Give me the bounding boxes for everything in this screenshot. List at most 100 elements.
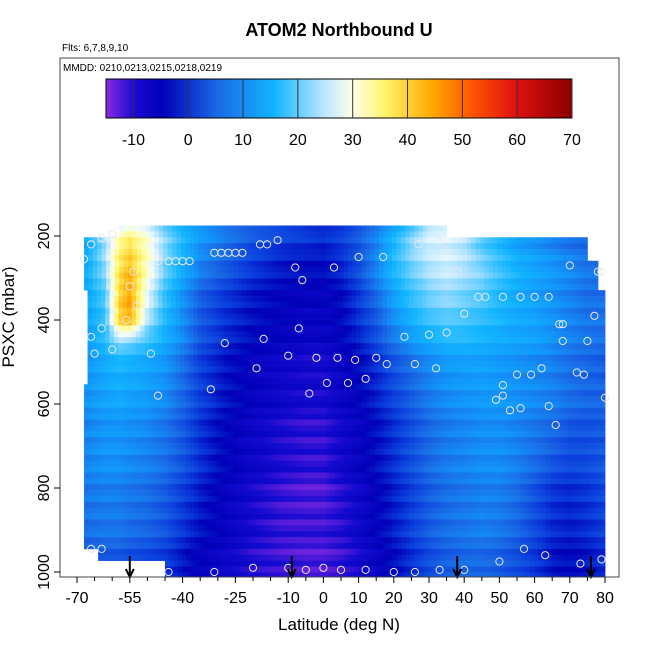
heatmap-cell (326, 272, 331, 279)
heatmap-cell (439, 307, 445, 314)
heatmap-cell (444, 472, 450, 479)
heatmap-cell (523, 301, 528, 309)
heatmap-cell (285, 307, 291, 314)
heatmap-cell (338, 378, 344, 385)
heatmap-cell (448, 343, 454, 350)
heatmap-cell (312, 390, 318, 397)
heatmap-cell (598, 472, 604, 479)
heatmap-cell (96, 337, 102, 344)
heatmap-cell (172, 466, 177, 473)
heatmap-cell (462, 278, 468, 285)
heatmap-cell (273, 425, 279, 432)
heatmap-cell (277, 272, 283, 279)
heatmap-cell (392, 407, 397, 414)
heatmap-cell (334, 284, 340, 291)
heatmap-cell (320, 366, 326, 373)
heatmap-cell (471, 431, 477, 438)
heatmap-cell (483, 307, 489, 314)
heatmap-cell (497, 407, 503, 414)
heatmap-cell (260, 472, 265, 479)
heatmap-cell (536, 331, 542, 338)
heatmap-cell (387, 260, 393, 267)
heatmap-cell (572, 390, 578, 397)
heatmap-cell (483, 366, 489, 373)
heatmap-cell (501, 325, 506, 332)
heatmap-cell (110, 284, 116, 291)
heatmap-cell (515, 425, 521, 432)
heatmap-cell (215, 301, 220, 309)
heatmap-cell (282, 437, 287, 444)
heatmap-cell (202, 437, 208, 444)
heatmap-cell (189, 443, 195, 450)
heatmap-cell (509, 301, 515, 309)
heatmap-cell (251, 396, 257, 403)
heatmap-cell (109, 319, 115, 326)
heatmap-cell (558, 366, 564, 373)
heatmap-cell (386, 296, 392, 303)
heatmap-cell (532, 254, 538, 262)
heatmap-cell (101, 260, 107, 267)
heatmap-cell (550, 413, 556, 420)
heatmap-cell (163, 454, 169, 461)
heatmap-cell (540, 319, 546, 326)
heatmap-cell (339, 419, 345, 426)
heatmap-cell (251, 437, 257, 444)
heatmap-cell (184, 331, 190, 338)
heatmap-cell (241, 354, 247, 362)
heatmap-cell (339, 266, 345, 273)
heatmap-cell (399, 307, 405, 314)
heatmap-cell (395, 343, 401, 350)
heatmap-cell (488, 249, 494, 256)
heatmap-cell (457, 360, 462, 367)
heatmap-cell (348, 401, 353, 409)
heatmap-cell (361, 237, 367, 244)
heatmap-cell (506, 425, 512, 432)
heatmap-cell (255, 431, 261, 438)
heatmap-cell (462, 460, 468, 467)
heatmap-cell (167, 437, 173, 444)
heatmap-cell (597, 313, 603, 320)
heatmap-cell (399, 331, 405, 338)
heatmap-cell (290, 419, 296, 426)
heatmap-cell (251, 472, 257, 479)
heatmap-cell (206, 366, 212, 373)
heatmap-cell (343, 425, 349, 432)
heatmap-cell (492, 343, 498, 350)
heatmap-cell (361, 431, 367, 438)
heatmap-cell (452, 378, 458, 385)
heatmap-cell (396, 419, 402, 426)
heatmap-cell (131, 366, 137, 373)
heatmap-cell (304, 472, 309, 479)
heatmap-cell (563, 460, 569, 467)
heatmap-cell (475, 260, 481, 267)
heatmap-cell (553, 366, 559, 373)
heatmap-cell (92, 407, 98, 414)
heatmap-cell (405, 272, 411, 279)
heatmap-cell (299, 431, 305, 438)
heatmap-cell (409, 249, 415, 256)
heatmap-cell (436, 460, 441, 467)
heatmap-cell (474, 313, 480, 320)
heatmap-cell (536, 337, 542, 344)
heatmap-cell (233, 425, 239, 432)
heatmap-cell (211, 437, 217, 444)
heatmap-cell (528, 384, 534, 391)
heatmap-cell (242, 284, 248, 291)
heatmap-cell (598, 407, 604, 414)
heatmap-cell (545, 372, 550, 379)
heatmap-cell (298, 354, 304, 362)
heatmap-cell (576, 407, 582, 414)
heatmap-cell (188, 319, 194, 326)
heatmap-cell (581, 454, 587, 461)
heatmap-cell (361, 460, 367, 467)
heatmap-cell (232, 290, 238, 297)
heatmap-cell (334, 460, 340, 467)
heatmap-cell (536, 296, 542, 303)
heatmap-cell (330, 437, 336, 444)
heatmap-cell (370, 266, 375, 273)
heatmap-cell (84, 390, 89, 397)
heatmap-cell (290, 437, 296, 444)
heatmap-cell (317, 225, 323, 232)
heatmap-cell (493, 437, 499, 444)
heatmap-cell (546, 419, 551, 426)
